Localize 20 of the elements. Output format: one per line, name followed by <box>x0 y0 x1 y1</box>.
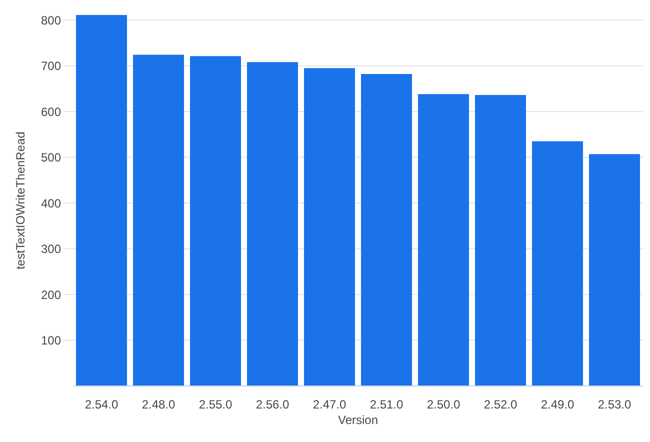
x-axis-title: Version <box>338 413 378 427</box>
y-tick-label: 700 <box>40 59 62 74</box>
y-tick-label: 300 <box>40 242 62 256</box>
x-tick-label: 2.47.0 <box>312 398 346 412</box>
y-tick-label: 100 <box>40 334 62 348</box>
x-tick-label: 2.53.0 <box>598 398 632 412</box>
x-tick-label: 2.49.0 <box>540 398 574 412</box>
y-tick-label: 400 <box>40 196 62 210</box>
y-tick-label: 500 <box>40 150 62 165</box>
x-tick-label: 2.56.0 <box>256 398 290 412</box>
y-tick-label: 800 <box>40 13 62 28</box>
y-tick-label: 200 <box>40 288 62 302</box>
x-tick-label: 2.48.0 <box>142 398 176 412</box>
x-tick-label: 2.55.0 <box>198 398 232 412</box>
x-tick-label: 2.52.0 <box>484 398 518 412</box>
x-tick-label: 2.54.0 <box>84 398 118 412</box>
x-tick-label: 2.51.0 <box>370 398 404 412</box>
x-tick-label: 2.50.0 <box>426 398 460 412</box>
y-axis-title: testTextIOWriteThenRead <box>13 132 28 270</box>
y-tick-label: 600 <box>40 104 62 119</box>
